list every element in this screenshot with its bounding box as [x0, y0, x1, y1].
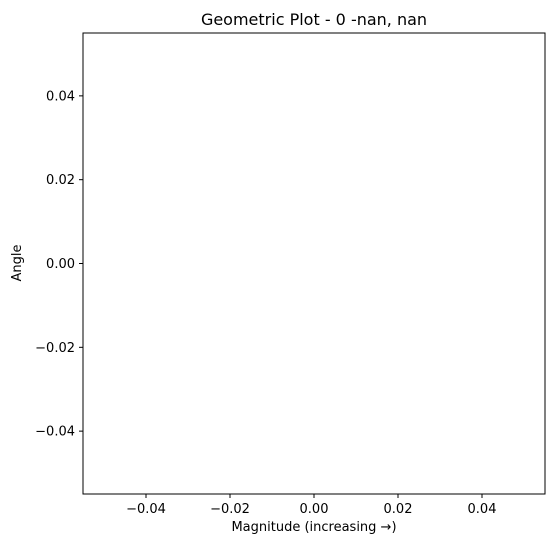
x-tick-label: −0.02	[210, 502, 250, 517]
x-tick-label: 0.02	[384, 502, 413, 517]
x-tick-label: 0.00	[300, 502, 329, 517]
y-tick-label: −0.02	[35, 341, 75, 356]
y-axis-label: Angle	[10, 245, 25, 282]
plot-frame	[82, 32, 546, 495]
y-tick-label: 0.02	[46, 173, 75, 188]
x-tick-label: 0.04	[468, 502, 497, 517]
x-axis-label: Magnitude (increasing →)	[231, 520, 396, 535]
y-tick-label: 0.00	[46, 257, 75, 272]
chart-title: Geometric Plot - 0 -nan, nan	[201, 10, 427, 29]
y-tick-label: −0.04	[35, 425, 75, 440]
x-tick-label: −0.04	[126, 502, 166, 517]
y-axis: −0.04 −0.02 0.00 0.02 0.04	[35, 89, 83, 440]
x-axis: −0.04 −0.02 0.00 0.02 0.04	[126, 494, 496, 517]
y-tick-label: 0.04	[46, 89, 75, 104]
